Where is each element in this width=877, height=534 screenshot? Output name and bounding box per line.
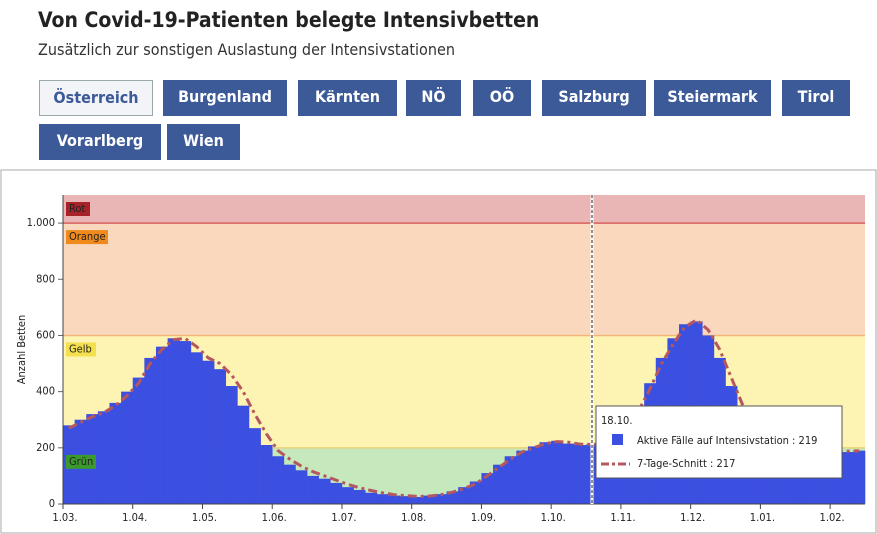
bar bbox=[190, 352, 203, 504]
bar bbox=[411, 496, 424, 504]
bar bbox=[551, 440, 564, 504]
bar bbox=[318, 478, 331, 504]
bar bbox=[295, 470, 308, 504]
tooltip-row: Aktive Fälle auf Intensivstation : 219 bbox=[637, 434, 817, 447]
zone-tag-bg bbox=[66, 342, 96, 357]
tooltip-row: 7-Tage-Schnitt : 217 bbox=[637, 457, 735, 470]
zone-tag-bg bbox=[66, 202, 90, 216]
y-axis-title: Anzahl Betten bbox=[15, 315, 28, 384]
bar bbox=[167, 338, 180, 504]
bar bbox=[155, 346, 168, 504]
zone-tag: Gelb bbox=[69, 342, 92, 355]
x-tick-label: 1.04. bbox=[122, 511, 147, 524]
region-button[interactable]: Wien bbox=[167, 124, 240, 160]
bar bbox=[144, 357, 157, 504]
zone-tag: Rot bbox=[69, 202, 85, 215]
bar bbox=[109, 402, 122, 504]
x-tick-label: 1.02. bbox=[820, 511, 845, 524]
bar bbox=[806, 453, 819, 504]
region-button[interactable]: Tirol bbox=[782, 80, 850, 116]
bar bbox=[423, 495, 436, 504]
x-tick-label: 1.08. bbox=[401, 511, 426, 524]
bar bbox=[330, 482, 343, 504]
bar bbox=[527, 446, 540, 504]
x-tick-label: 1.03. bbox=[52, 511, 77, 524]
bar bbox=[353, 489, 366, 504]
y-tick-label: 200 bbox=[36, 441, 55, 454]
subtitle: Zusätzlich zur sonstigen Auslastung der … bbox=[38, 40, 455, 59]
bar bbox=[481, 473, 494, 504]
bar bbox=[853, 450, 866, 504]
tooltip-date: 18.10. bbox=[601, 414, 632, 427]
bar bbox=[388, 495, 401, 504]
avg-line bbox=[68, 318, 860, 498]
bar bbox=[434, 494, 447, 504]
x-tick-label: 1.06. bbox=[262, 511, 287, 524]
bar bbox=[121, 391, 134, 504]
region-button[interactable]: NÖ bbox=[406, 80, 461, 116]
zone-tag-bg bbox=[66, 230, 108, 245]
region-button[interactable]: OÖ bbox=[473, 80, 531, 116]
bar bbox=[307, 475, 320, 504]
x-tick-label: 1.07. bbox=[331, 511, 356, 524]
bar bbox=[516, 450, 529, 504]
x-tick-label: 1.12. bbox=[680, 511, 705, 524]
bar bbox=[225, 386, 238, 504]
y-tick-label: 0 bbox=[49, 497, 55, 510]
frame bbox=[0, 169, 877, 534]
zone-tag: Orange bbox=[69, 230, 106, 243]
bar bbox=[446, 491, 459, 504]
zone bbox=[63, 195, 865, 224]
bar bbox=[260, 445, 273, 504]
bar bbox=[237, 405, 250, 504]
bar bbox=[458, 487, 471, 504]
bar bbox=[179, 341, 192, 504]
bar bbox=[400, 496, 412, 504]
region-button[interactable]: Vorarlberg bbox=[39, 124, 161, 160]
bar bbox=[376, 494, 389, 504]
y-tick-label: 800 bbox=[36, 272, 55, 285]
y-tick-label: 600 bbox=[36, 328, 55, 341]
x-tick-label: 1.11. bbox=[610, 511, 635, 524]
bar bbox=[202, 360, 215, 504]
bar bbox=[841, 452, 854, 504]
region-button[interactable]: Steiermark bbox=[654, 80, 771, 116]
region-button[interactable]: Salzburg bbox=[542, 80, 646, 116]
bar bbox=[341, 487, 354, 504]
x-tick-label: 1.01. bbox=[750, 511, 775, 524]
bar bbox=[574, 445, 587, 504]
bar bbox=[469, 481, 482, 504]
region-button[interactable]: Österreich bbox=[39, 80, 153, 116]
bar bbox=[214, 369, 227, 504]
zone-tag-bg bbox=[66, 454, 96, 469]
x-tick-label: 1.05. bbox=[192, 511, 217, 524]
x-tick-label: 1.10. bbox=[541, 511, 566, 524]
title: Von Covid-19-Patienten belegte Intensivb… bbox=[38, 8, 540, 32]
bar bbox=[272, 456, 285, 504]
y-tick-label: 1.000 bbox=[27, 216, 55, 229]
tooltip-box bbox=[595, 405, 843, 479]
bar bbox=[97, 411, 110, 504]
zone bbox=[63, 223, 865, 336]
bar bbox=[493, 464, 505, 504]
region-button[interactable]: Kärnten bbox=[298, 80, 397, 116]
y-tick-label: 400 bbox=[36, 385, 55, 398]
bar bbox=[248, 428, 261, 504]
bar bbox=[539, 442, 552, 504]
bar bbox=[562, 443, 575, 504]
tooltip-swatch bbox=[612, 434, 623, 445]
bar bbox=[504, 456, 517, 504]
region-button[interactable]: Burgenland bbox=[163, 80, 287, 116]
bar bbox=[365, 492, 378, 504]
bar bbox=[132, 377, 145, 504]
zone-tag: Grün bbox=[69, 455, 93, 468]
bar bbox=[283, 464, 296, 504]
x-tick-label: 1.09. bbox=[471, 511, 496, 524]
